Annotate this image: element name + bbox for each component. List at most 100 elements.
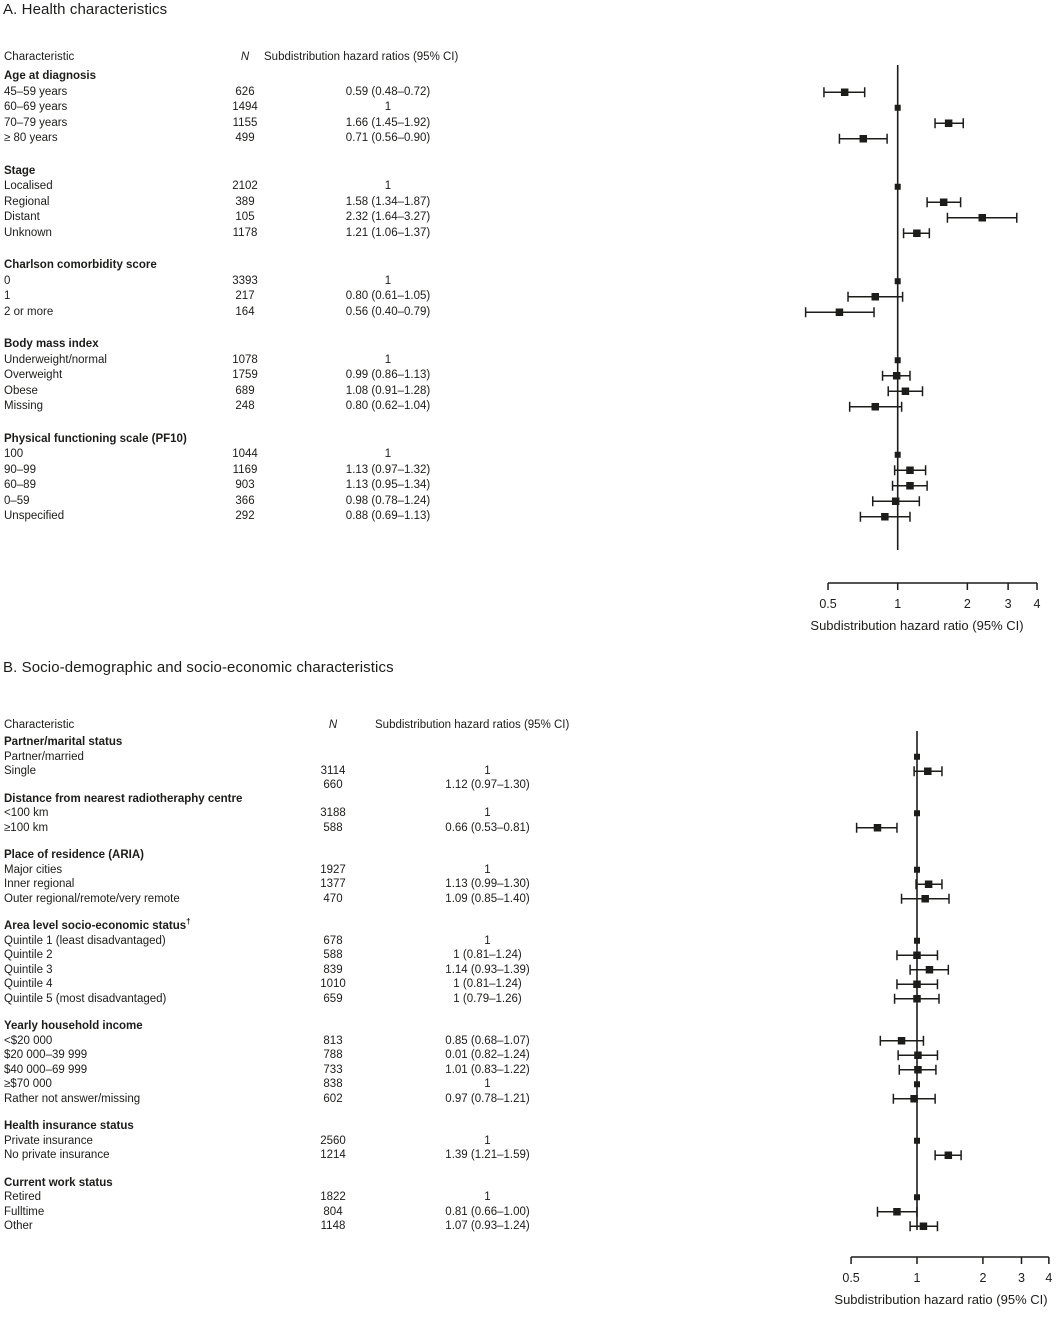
table-row: <100 km 3188 1 [0, 806, 720, 821]
point-estimate-marker [913, 980, 921, 988]
table-row: No private insurance 1214 1.39 (1.21–1.59) [0, 1148, 720, 1163]
row-hazard-ratio-value: 0.99 (0.86–1.13) [345, 369, 431, 381]
point-estimate-marker [897, 1037, 906, 1045]
characteristic-group: Distance from nearest radiotheraphy cent… [0, 792, 720, 836]
row-n-value: 678 [323, 934, 343, 947]
row-label: Outer regional/remote/very remote [4, 892, 180, 905]
point-estimate-marker [906, 466, 914, 474]
row-n-value: 588 [323, 821, 343, 834]
row-n-value: 813 [323, 1034, 343, 1047]
point-estimate-marker [944, 1151, 953, 1159]
table-row: Quintile 4 1010 1 (0.81–1.24) [0, 977, 720, 992]
panel-a-health-characteristics: A. Health characteristics Characteristic… [0, 0, 1064, 655]
row-label: 0 [4, 274, 11, 287]
point-estimate-marker [871, 293, 880, 301]
group-heading: Current work status [0, 1176, 720, 1191]
row-hazard-ratio-value: 1.13 (0.95–1.34) [345, 479, 431, 491]
point-estimate-marker [873, 824, 882, 832]
x-axis-tick-label: 4 [1045, 1271, 1052, 1285]
characteristic-group: Body mass index Underweight/normal 1078 1 Ov… [0, 337, 720, 415]
row-n-value: 1155 [232, 116, 258, 129]
table-row: Underweight/normal 1078 1 [0, 353, 720, 369]
row-label: Regional [4, 195, 50, 208]
group-heading-label: Yearly household income [4, 1020, 143, 1032]
row-hazard-ratio-value: 0.59 (0.48–0.72) [345, 85, 431, 98]
row-n-value: 1927 [320, 863, 346, 876]
point-estimate-marker [894, 104, 901, 111]
point-estimate-marker [914, 937, 920, 944]
row-hazard-ratio-value: 0.80 (0.62–1.04) [345, 400, 431, 412]
table-row: 60–69 years 1494 1 [0, 100, 720, 116]
row-n-value: 2560 [320, 1134, 346, 1147]
x-axis-tick-label: 0.5 [842, 1271, 859, 1285]
point-estimate-marker [894, 278, 901, 285]
row-label: ≥100 km [4, 821, 49, 834]
row-n-value: 1214 [320, 1149, 346, 1161]
row-label: 2 or more [4, 305, 54, 318]
row-n-value: 1148 [320, 1220, 346, 1232]
row-hazard-ratio-value: 1.14 (0.93–1.39) [445, 963, 530, 976]
row-n-value: 1169 [232, 463, 258, 476]
row-label: 45–59 years [4, 85, 68, 98]
x-axis-tick-label: 2 [979, 1271, 986, 1285]
x-axis-tick-label: 2 [964, 597, 971, 611]
characteristic-group: Charlson comorbidity score 0 3393 1 1 217 0.80… [0, 258, 720, 320]
point-estimate-marker [871, 403, 880, 411]
row-hazard-ratio-value: 1 (0.81–1.24) [453, 978, 522, 990]
row-n-value: 788 [323, 1049, 343, 1061]
row-hazard-ratio-value: 0.80 (0.61–1.05) [345, 290, 431, 302]
row-hazard-ratio-value: 0.98 (0.78–1.24) [345, 494, 431, 507]
table-row: 0–59 366 0.98 (0.78–1.24) [0, 494, 720, 510]
column-header-characteristic: Characteristic [4, 51, 75, 63]
table-row: 1 217 0.80 (0.61–1.05) [0, 289, 720, 305]
row-label: Quintile 1 (least disadvantaged) [4, 934, 166, 947]
row-hazard-ratio-value: 1 [384, 448, 392, 460]
point-estimate-marker [913, 995, 921, 1003]
point-estimate-marker [914, 1137, 920, 1144]
row-hazard-ratio-value: 1 (0.79–1.26) [453, 992, 522, 1005]
point-estimate-marker [921, 895, 929, 903]
group-heading-label: Stage [4, 164, 36, 177]
row-hazard-ratio-value: 1.21 (1.06–1.37) [345, 226, 431, 239]
group-heading-label: Charlson comorbidity score [4, 259, 157, 271]
x-axis-tick-label: 1 [894, 597, 901, 611]
table-row: Rather not answer/missing 602 0.97 (0.78–1… [0, 1092, 720, 1107]
row-n-value: 164 [235, 305, 255, 318]
table-row: Regional 389 1.58 (1.34–1.87) [0, 195, 720, 211]
row-label: <$20 000 [4, 1034, 53, 1047]
point-estimate-marker [894, 451, 901, 458]
group-heading-label: Health insurance status [4, 1120, 134, 1132]
row-label: ≥ 80 years [4, 132, 58, 144]
row-hazard-ratio-value: 1.66 (1.45–1.92) [345, 116, 431, 129]
table-row: $40 000–69 999 733 1.01 (0.83–1.22) [0, 1063, 720, 1078]
group-heading-label: Age at diagnosis [4, 70, 97, 82]
point-estimate-marker [835, 308, 844, 316]
row-n-value: 1822 [320, 1191, 346, 1203]
row-hazard-ratio-value: 0.85 (0.68–1.07) [445, 1034, 530, 1047]
row-label: Private insurance [4, 1134, 93, 1147]
row-label: Unspecified [4, 510, 65, 522]
point-estimate-marker [944, 119, 953, 127]
table-row: ≥$70 000 838 1 [0, 1077, 720, 1092]
row-n-value: 292 [235, 510, 255, 522]
row-n-value: 105 [235, 211, 255, 223]
table-row: 60–89 903 1.13 (0.95–1.34) [0, 478, 720, 494]
group-heading-label: Place of residence (ARIA) [4, 849, 144, 861]
table-row: Missing 248 0.80 (0.62–1.04) [0, 399, 720, 415]
point-estimate-marker [910, 1095, 918, 1103]
point-estimate-marker [914, 753, 920, 760]
row-n-value: 689 [235, 384, 255, 397]
group-heading: Health insurance status [0, 1119, 720, 1134]
row-n-value: 626 [235, 85, 255, 98]
table-row: Quintile 2 588 1 (0.81–1.24) [0, 948, 720, 963]
row-label: ≥$70 000 [4, 1078, 52, 1090]
table-row: Quintile 3 839 1.14 (0.93–1.39) [0, 963, 720, 978]
row-label: Overweight [4, 369, 63, 381]
table-row: Unspecified 292 0.88 (0.69–1.13) [0, 509, 720, 525]
row-hazard-ratio-value: 1 [484, 934, 491, 947]
characteristic-group: Health insurance status Private insurance… [0, 1119, 720, 1163]
group-heading: Distance from nearest radiotheraphy cent… [0, 792, 720, 807]
row-hazard-ratio-value: 1.58 (1.34–1.87) [345, 195, 431, 208]
group-heading: Charlson comorbidity score [0, 258, 720, 274]
